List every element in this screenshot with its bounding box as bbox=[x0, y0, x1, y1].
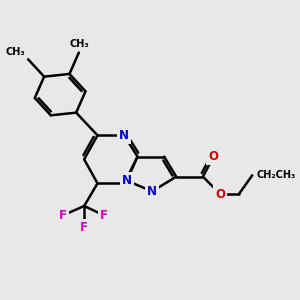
Text: CH₃: CH₃ bbox=[69, 39, 88, 49]
Text: F: F bbox=[59, 209, 67, 222]
Text: O: O bbox=[208, 150, 219, 163]
Text: N: N bbox=[122, 174, 132, 187]
Text: CH₂CH₃: CH₂CH₃ bbox=[256, 170, 296, 180]
Text: O: O bbox=[215, 188, 225, 200]
Text: F: F bbox=[100, 209, 108, 222]
Text: F: F bbox=[80, 221, 88, 234]
Text: N: N bbox=[119, 129, 129, 142]
Text: CH₃: CH₃ bbox=[6, 46, 26, 57]
Text: N: N bbox=[147, 185, 157, 198]
